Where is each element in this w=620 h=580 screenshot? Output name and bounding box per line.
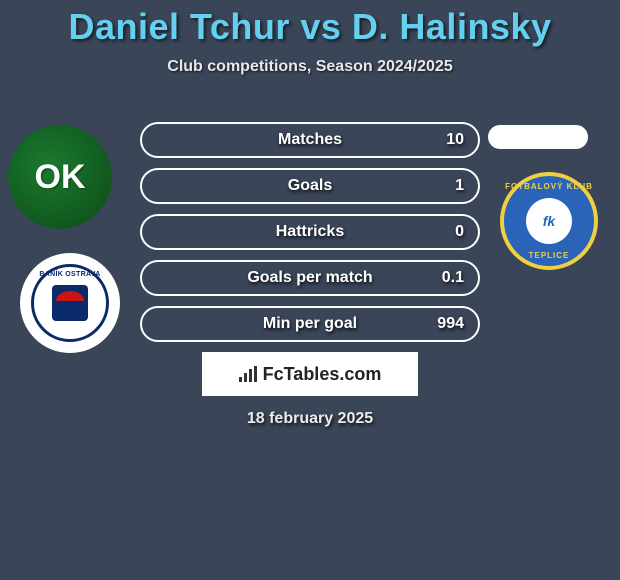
banik-wave-icon	[56, 291, 84, 301]
page-title: Daniel Tchur vs D. Halinsky	[0, 6, 620, 48]
header: Daniel Tchur vs D. Halinsky Club competi…	[0, 0, 620, 76]
player-left-avatar: OK	[8, 125, 112, 229]
stat-right-value: 994	[437, 315, 464, 333]
page-subtitle: Club competitions, Season 2024/2025	[0, 58, 620, 76]
stat-label: Goals	[158, 177, 462, 195]
bar-chart-icon	[239, 366, 259, 382]
stat-row-matches: Matches 10	[140, 122, 480, 158]
brand-box: FcTables.com	[202, 352, 418, 396]
stat-row-goals: Goals 1	[140, 168, 480, 204]
teplice-badge-inner: fk	[526, 198, 572, 244]
teplice-name-bottom: TEPLICE	[529, 251, 570, 260]
banik-badge-inner: BANÍK OSTRAVA	[31, 264, 109, 342]
player-left-avatar-text: OK	[35, 158, 86, 197]
stats-panel: Matches 10 Goals 1 Hattricks 0 Goals per…	[140, 122, 480, 352]
club-badge-left: BANÍK OSTRAVA	[20, 253, 120, 353]
teplice-name-top: FOTBALOVÝ KLUB	[505, 182, 593, 191]
brand-text: FcTables.com	[263, 364, 382, 385]
club-badge-right: FOTBALOVÝ KLUB fk TEPLICE	[500, 172, 598, 270]
footer-date: 18 february 2025	[0, 410, 620, 428]
player-right-avatar	[488, 125, 588, 149]
stat-row-gpm: Goals per match 0.1	[140, 260, 480, 296]
stat-right-value: 0	[455, 223, 464, 241]
stat-right-value: 1	[455, 177, 464, 195]
teplice-monogram: fk	[543, 213, 555, 229]
banik-name: BANÍK OSTRAVA	[39, 271, 100, 278]
stat-label: Hattricks	[158, 223, 462, 241]
stat-right-value: 0.1	[442, 269, 464, 287]
banik-emblem	[52, 285, 88, 321]
stat-label: Matches	[158, 131, 462, 149]
stat-row-hattricks: Hattricks 0	[140, 214, 480, 250]
stat-label: Goals per match	[158, 269, 462, 287]
stat-label: Min per goal	[158, 315, 462, 333]
stat-row-mpg: Min per goal 994	[140, 306, 480, 342]
stat-right-value: 10	[446, 131, 464, 149]
